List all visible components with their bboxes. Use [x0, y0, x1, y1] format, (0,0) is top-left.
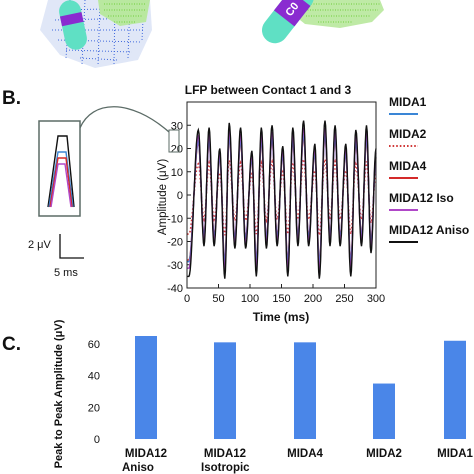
bar [373, 383, 395, 439]
bar [444, 340, 466, 439]
chart-title: LFP between Contact 1 and 3 [185, 83, 352, 97]
bar-y-tick-label: 0 [94, 434, 100, 446]
legend-label: MIDA4 [389, 159, 427, 173]
y-axis-ticks: -40 -30 -20 -10 0 10 20 30 [167, 120, 191, 295]
inset-line-mida4 [49, 157, 73, 208]
inset-line-mida12-iso [50, 163, 72, 208]
x-tick-label: 150 [272, 293, 290, 305]
scale-bar-y-label: 2 μV [28, 239, 52, 251]
bar [294, 342, 316, 439]
panel-label-b: B. [2, 88, 21, 109]
x-axis-ticks: 0 50 100 150 200 250 300 [184, 284, 385, 305]
left-rendering [40, 0, 152, 68]
inset-line-mida1 [48, 151, 74, 208]
y-tick-label: 30 [171, 120, 183, 132]
y-tick-label: 0 [177, 190, 183, 202]
zoom-connector [79, 106, 170, 133]
green-mesh-right [288, 0, 384, 28]
x-tick-label: 300 [367, 293, 385, 305]
bar-category-label: MIDA1 [437, 448, 473, 460]
x-tick-label: 100 [241, 293, 259, 305]
y-tick-label: -10 [167, 213, 183, 225]
bar-y-tick-label: 60 [88, 339, 100, 351]
y-tick-label: -30 [167, 260, 183, 272]
inset-line-mida12-aniso [47, 135, 75, 208]
legend-label: MIDA12 Aniso [389, 223, 469, 237]
x-axis-label: Time (ms) [253, 310, 309, 324]
scale-bar: 2 μV 5 ms [28, 234, 84, 279]
y-tick-label: -40 [167, 283, 183, 295]
bar-category-label: MIDA12 Aniso [122, 448, 167, 474]
bar-category-label: MIDA12 Isotropic [201, 448, 250, 474]
bar-y-tick-label: 40 [88, 371, 100, 383]
right-rendering: C0 [261, 0, 384, 44]
inset-traces [47, 135, 75, 208]
scale-bar-x-label: 5 ms [54, 267, 78, 279]
electrode-left [59, 0, 87, 50]
svg-text:Peak to Peak Amplitude (μV): Peak to Peak Amplitude (μV) [53, 319, 65, 468]
y-axis-label: Amplitude (μV) [157, 159, 169, 235]
legend-label: MIDA1 [389, 95, 427, 109]
bar-x-axis-labels: MIDA12 Aniso MIDA12 Isotropic MIDA4 MIDA2 MIDA… [122, 448, 473, 474]
bar [214, 342, 236, 439]
panel-label-c: C. [2, 334, 21, 355]
legend: MIDA1 MIDA2 MIDA4 MIDA12 Iso MIDA12 Aniso [389, 95, 469, 243]
bars [135, 336, 466, 439]
plot-frame [186, 101, 377, 289]
series-line-mida12-aniso [187, 120, 377, 279]
x-tick-label: 200 [304, 293, 322, 305]
bar-y-axis-ticks: 0 20 40 60 [88, 339, 100, 446]
green-mesh-left [98, 0, 150, 26]
bar [135, 336, 157, 439]
y-tick-label: 20 [171, 144, 183, 156]
legend-label: MIDA12 Iso [389, 191, 454, 205]
y-tick-label: 10 [171, 167, 183, 179]
top-renderings: C0 [40, 0, 384, 68]
x-tick-label: 50 [212, 293, 224, 305]
bar-y-tick-label: 20 [88, 402, 100, 414]
lfp-lines [187, 120, 377, 279]
electrode-right: C0 [261, 0, 314, 44]
x-tick-label: 0 [184, 293, 190, 305]
bar-y-axis-label: Peak to Peak Amplitude (μV) [53, 319, 65, 468]
y-tick-label: -20 [167, 237, 183, 249]
x-tick-label: 250 [335, 293, 353, 305]
zoom-box [168, 129, 180, 153]
bar-category-label: MIDA2 [366, 448, 402, 460]
legend-label: MIDA2 [389, 127, 427, 141]
bar-category-label: MIDA4 [287, 448, 323, 460]
